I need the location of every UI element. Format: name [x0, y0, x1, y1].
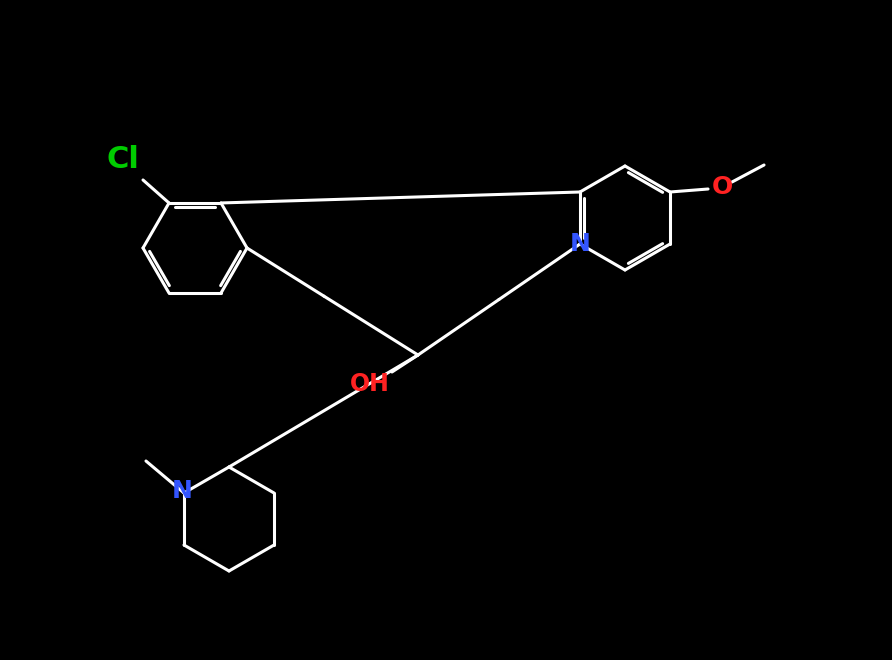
Text: Cl: Cl [106, 145, 139, 174]
Text: N: N [171, 479, 193, 503]
Text: OH: OH [350, 372, 390, 396]
Text: N: N [569, 232, 591, 256]
Text: O: O [712, 175, 732, 199]
